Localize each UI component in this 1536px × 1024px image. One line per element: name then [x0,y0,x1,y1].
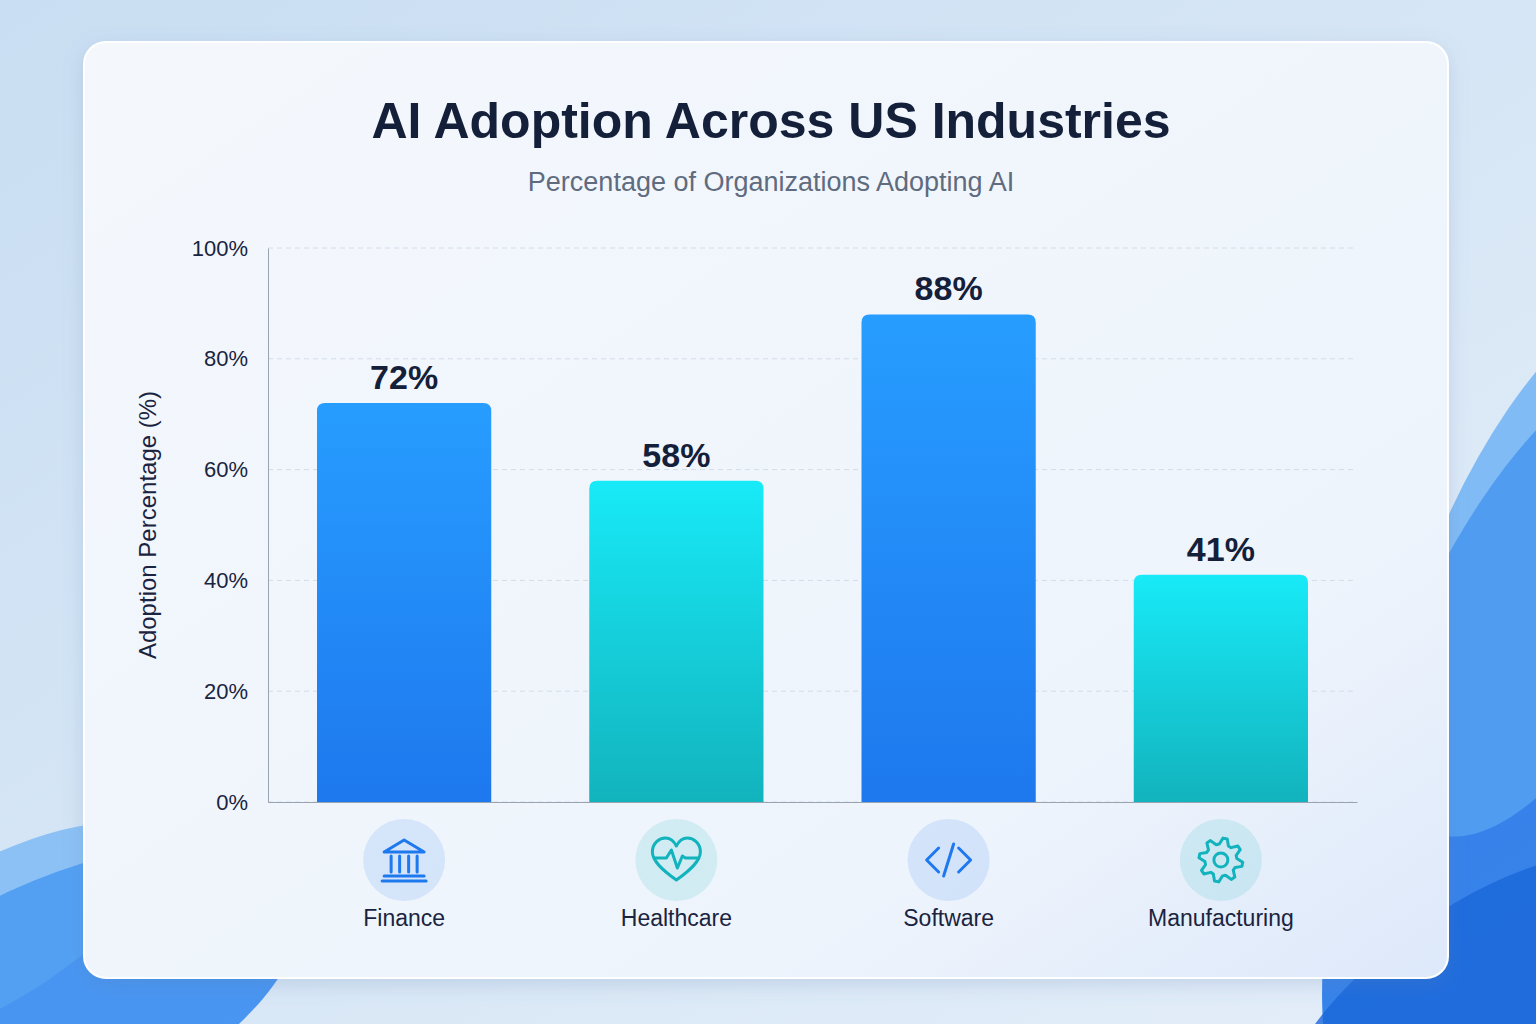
x-axis: Finance Healthcare Software Manufacturing [269,802,1358,931]
y-tick-label: 80% [204,346,248,371]
subtitle: Percentage of Organizations Adopting AI [528,167,1014,197]
icon-shape [384,840,424,852]
icon-shape [944,844,954,876]
y-tick-label: 100% [192,236,248,261]
icon-shape [1199,838,1243,882]
icon-shape [1214,853,1228,867]
x-tick-label: Healthcare [621,905,732,931]
x-tick-label: Software [903,905,994,931]
chart-container: AI Adoption Across US Industries Percenta… [0,0,1536,1024]
x-tick-label: Finance [363,905,445,931]
category-icons [363,819,1262,901]
data-label: 88% [915,269,983,307]
data-labels: 72% 58% 88% 41% [370,269,1255,567]
x-tick: Software [903,802,994,931]
icon-shape [407,856,410,872]
background [0,0,1536,1024]
icon-shape [959,848,971,872]
chart-svg: AI Adoption Across US Industries Percenta… [0,0,1536,1024]
y-tick-label: 40% [204,568,248,593]
x-tick: Manufacturing [1148,802,1294,931]
icon-shape [652,838,700,880]
bar [317,403,491,802]
icon-shape [416,856,419,872]
y-tick: 100% [192,236,268,261]
data-label: 72% [370,358,438,396]
grid [268,248,1357,802]
bar [1134,575,1308,802]
icon-shape [384,875,424,878]
y-tick: 40% [204,568,268,593]
category-icon [635,819,717,901]
card [84,42,1448,978]
icon-background [635,819,717,901]
icon-shape [398,856,401,872]
category-icon [1180,819,1262,901]
y-axis-line [268,249,269,803]
category-icon [908,819,990,901]
y-axis: 0% 20% 40% 60% 80% 100% [192,236,269,815]
x-tick: Healthcare [621,802,732,931]
data-label: 41% [1187,530,1255,568]
data-label: 58% [642,436,710,474]
icon-shape [382,880,426,883]
y-axis-title: Adoption Percentage (%) [134,391,161,659]
y-tick: 60% [204,457,268,482]
y-tick: 20% [204,679,268,704]
y-tick-label: 60% [204,457,248,482]
y-tick: 0% [216,790,268,815]
icon-shape [654,850,698,868]
y-tick: 80% [204,346,268,371]
x-tick: Finance [363,802,445,931]
x-axis-line [269,802,1358,803]
category-icon [363,819,445,901]
y-tick-label: 0% [216,790,248,815]
icon-background [363,819,445,901]
icon-background [1180,819,1262,901]
bar [589,481,763,802]
grid-line [268,248,1357,249]
y-tick-label: 20% [204,679,248,704]
bars [317,314,1308,802]
icon-shape [390,856,393,872]
icon-shape [927,848,939,872]
bar [862,314,1036,802]
icon-background [908,819,990,901]
title: AI Adoption Across US Industries [371,93,1170,149]
x-tick-label: Manufacturing [1148,905,1294,931]
